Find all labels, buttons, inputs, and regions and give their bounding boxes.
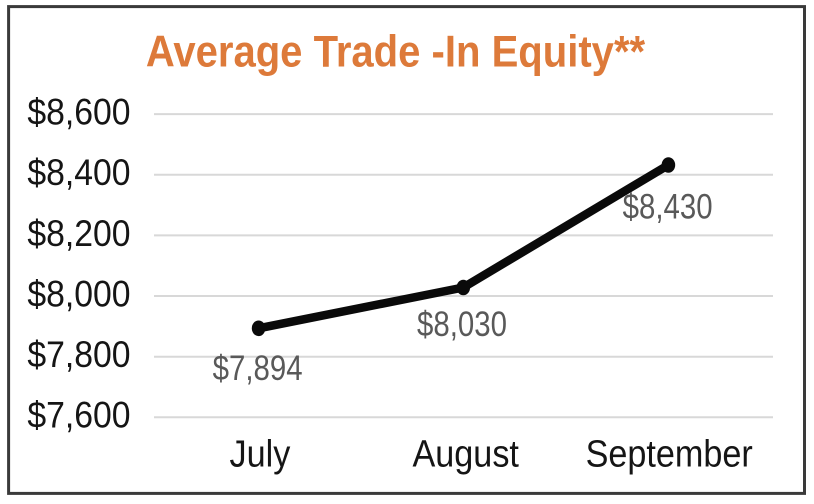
svg-text:September: September <box>586 432 753 475</box>
svg-text:July: July <box>230 432 291 475</box>
svg-text:$8,400: $8,400 <box>27 151 130 193</box>
svg-text:August: August <box>412 432 518 475</box>
svg-text:$8,000: $8,000 <box>27 273 130 315</box>
svg-text:$7,600: $7,600 <box>27 394 130 436</box>
svg-text:Average Trade -In Equity**: Average Trade -In Equity** <box>146 26 646 75</box>
svg-text:$8,030: $8,030 <box>417 304 507 343</box>
svg-text:$8,200: $8,200 <box>27 212 130 254</box>
svg-text:$8,430: $8,430 <box>623 187 713 226</box>
svg-text:$7,800: $7,800 <box>27 333 130 375</box>
svg-text:$7,894: $7,894 <box>213 349 303 388</box>
svg-text:$8,600: $8,600 <box>27 91 130 133</box>
